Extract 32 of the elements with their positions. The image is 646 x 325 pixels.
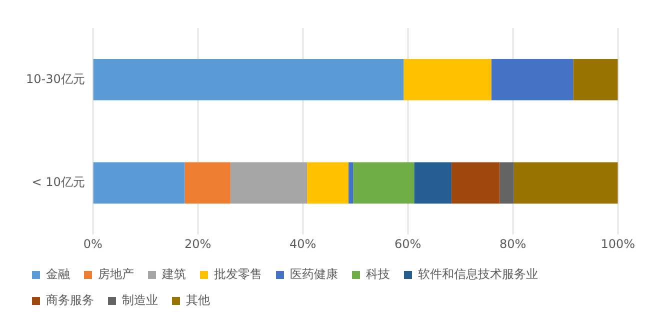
legend-label: 金融 bbox=[46, 267, 70, 282]
legend-label: 科技 bbox=[366, 267, 390, 282]
legend-label: 商务服务 bbox=[46, 293, 94, 308]
bar bbox=[451, 162, 500, 204]
bar bbox=[414, 162, 452, 204]
x-tick-label: 100% bbox=[600, 236, 636, 251]
legend-label: 医药健康 bbox=[290, 267, 338, 282]
legend-label: 软件和信息技术服务业 bbox=[418, 267, 538, 282]
x-tick-label: 40% bbox=[290, 236, 316, 251]
legend-label: 制造业 bbox=[122, 293, 158, 308]
legend-label: 批发零售 bbox=[214, 267, 262, 282]
x-tick-label: 0% bbox=[83, 236, 102, 251]
y-tick-label: 10-30亿元 bbox=[26, 72, 85, 86]
bar bbox=[184, 162, 230, 204]
bar bbox=[93, 58, 404, 100]
bar bbox=[500, 162, 514, 204]
x-tick-label: 20% bbox=[184, 236, 212, 251]
y-tick-label: < 10亿元 bbox=[32, 175, 85, 190]
bar bbox=[353, 162, 414, 204]
bar bbox=[348, 162, 354, 204]
x-tick-label: 60% bbox=[394, 236, 422, 251]
bar bbox=[404, 58, 492, 100]
legend-label: 建筑 bbox=[161, 267, 186, 282]
bar bbox=[230, 162, 308, 204]
bar bbox=[93, 162, 185, 204]
bar bbox=[573, 58, 618, 100]
legend-label: 房地产 bbox=[98, 267, 134, 282]
bar bbox=[514, 162, 618, 204]
bar bbox=[307, 162, 349, 204]
x-tick-label: 80% bbox=[500, 236, 526, 251]
legend-label: 其他 bbox=[186, 293, 210, 308]
bar bbox=[491, 58, 574, 100]
